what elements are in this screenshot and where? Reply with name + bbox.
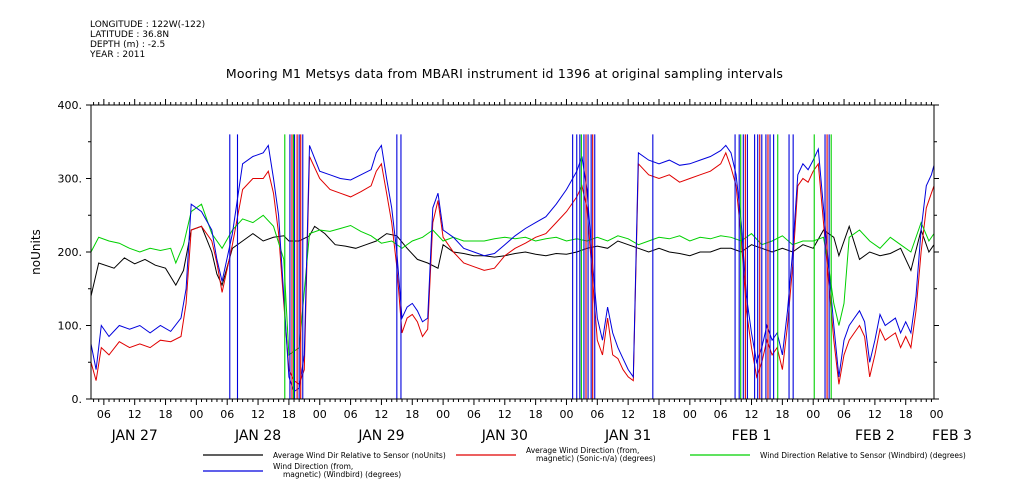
series-line-2	[90, 203, 935, 356]
x-day-label-6: FEB 2	[855, 428, 895, 444]
y-axis: 0. 100. 200. 300. 400.	[58, 99, 939, 406]
x-tick-label-16: 06	[590, 408, 604, 421]
x-tick-label-13: 12	[498, 408, 512, 421]
x-day-label-2: JAN 29	[357, 428, 404, 444]
x-tick-label-19: 00	[683, 408, 697, 421]
x-tick-label-10: 18	[405, 408, 419, 421]
x-tick-label-27: 00	[930, 408, 944, 421]
x-day-label-4: JAN 31	[604, 428, 651, 444]
depth-label: DEPTH (m) : -2.5	[90, 40, 166, 50]
x-tick-label-21: 12	[745, 408, 759, 421]
x-tick-label-14: 18	[529, 408, 543, 421]
x-tick-label-18: 18	[652, 408, 666, 421]
x-tick-label-15: 00	[559, 408, 573, 421]
x-day-label-1: JAN 28	[234, 428, 281, 444]
x-tick-label-1: 12	[128, 408, 142, 421]
legend-label-0: Average Wind Dir Relative to Sensor (noU…	[273, 451, 446, 460]
legend-label-1: Average Wind Direction (from, magnetic) (…	[526, 446, 656, 463]
chart-title: Mooring M1 Metsys data from MBARI instru…	[225, 66, 784, 81]
x-tick-label-7: 00	[313, 408, 327, 421]
x-tick-label-3: 00	[189, 408, 203, 421]
y-tick-label-1: 100.	[58, 320, 83, 333]
plot-frame	[90, 104, 935, 400]
x-tick-label-2: 18	[159, 408, 173, 421]
y-axis-label: noUnits	[29, 229, 43, 275]
x-tick-label-23: 00	[806, 408, 820, 421]
x-tick-label-12: 06	[467, 408, 481, 421]
x-day-label-5: FEB 1	[732, 428, 772, 444]
x-axis: 06 12 18 00 06 12 18 00 06 12 18 00 06 12 18 00 06 12 18 00…	[93, 99, 972, 444]
x-tick-label-4: 06	[220, 408, 234, 421]
x-day-label-3: JAN 30	[481, 428, 528, 444]
x-tick-label-25: 12	[868, 408, 882, 421]
y-tick-label-4: 400.	[58, 99, 83, 112]
x-tick-label-20: 06	[714, 408, 728, 421]
x-tick-label-0: 06	[97, 408, 111, 421]
y-tick-label-3: 300.	[58, 173, 83, 186]
longitude-label: LONGITUDE : 122W(-122)	[90, 20, 206, 30]
legend: Average Wind Dir Relative to Sensor (noU…	[203, 446, 966, 479]
y-tick-label-0: 0.	[72, 393, 83, 406]
latitude-label: LATITUDE : 36.8N	[90, 30, 170, 40]
x-tick-label-24: 06	[837, 408, 851, 421]
x-tick-label-8: 06	[344, 408, 358, 421]
year-label: YEAR : 2011	[90, 50, 146, 60]
x-day-label-0: JAN 27	[111, 428, 158, 444]
series-layer	[90, 134, 935, 399]
y-tick-label-2: 200.	[58, 246, 83, 259]
x-tick-label-6: 18	[282, 408, 296, 421]
x-day-label-7: FEB 3	[932, 428, 972, 444]
legend-label-3: Wind Direction (from, magnetic) (Windbird…	[273, 462, 401, 479]
x-tick-label-9: 12	[374, 408, 388, 421]
x-tick-label-5: 12	[251, 408, 265, 421]
x-tick-label-11: 00	[436, 408, 450, 421]
legend-label-2: Wind Direction Relative to Sensor (Windb…	[760, 451, 966, 460]
x-tick-label-22: 18	[775, 408, 789, 421]
x-tick-label-26: 18	[899, 408, 913, 421]
series-line-1	[90, 151, 935, 386]
x-tick-label-17: 12	[621, 408, 635, 421]
